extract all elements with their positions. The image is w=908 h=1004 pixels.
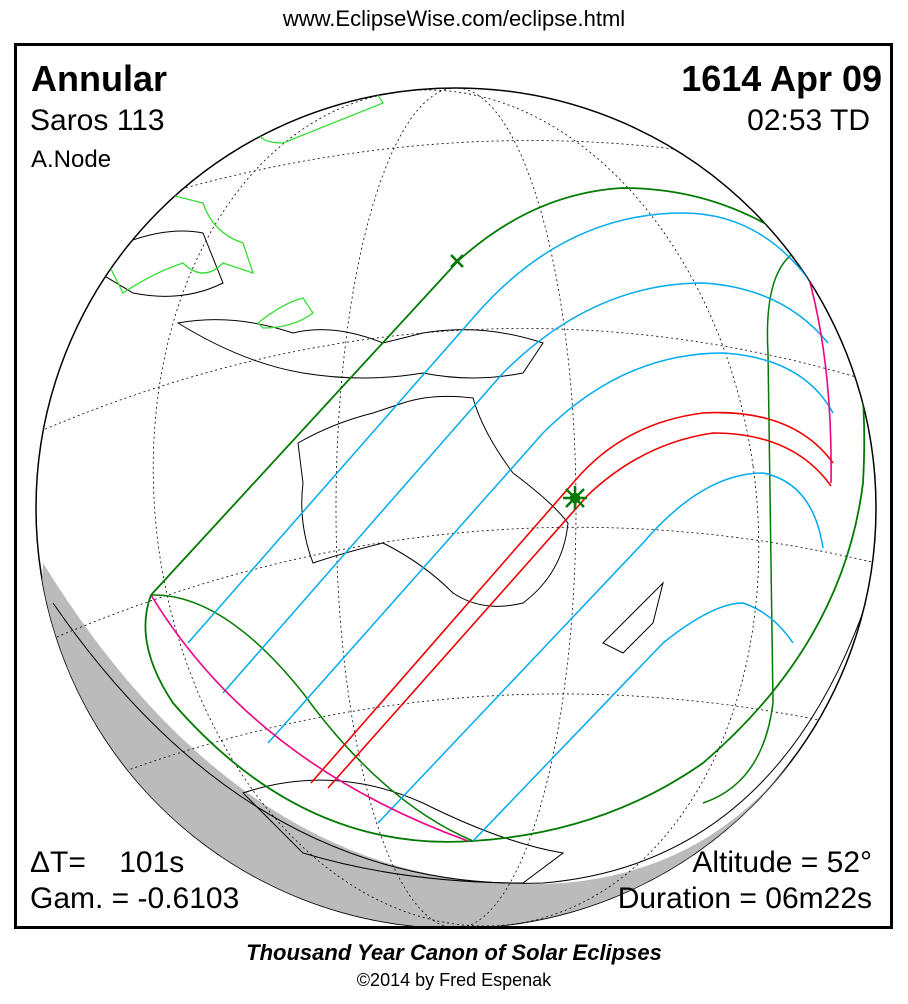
- eclipse-time: 02:53 TD: [747, 104, 870, 137]
- gamma: Gam. = -0.6103: [30, 882, 240, 915]
- delta-t: ΔT= 101s: [30, 846, 185, 879]
- node: A.Node: [31, 146, 112, 173]
- partial-isolines: [187, 212, 834, 842]
- globe: [35, 87, 877, 926]
- url-header: www.EclipseWise.com/eclipse.html: [282, 6, 626, 31]
- greatest-eclipse-marker: [563, 486, 587, 510]
- duration: Duration = 06m22s: [617, 882, 872, 915]
- saros: Saros 113: [30, 104, 165, 137]
- eclipse-map-frame: Annular Saros 113 A.Node 1614 Apr 09 02:…: [14, 43, 893, 929]
- footer-title: Thousand Year Canon of Solar Eclipses: [246, 940, 662, 965]
- rise-set-curves: [150, 257, 832, 842]
- globe-map: [35, 87, 877, 926]
- footer-copyright: ©2014 by Fred Espenak: [356, 970, 552, 990]
- first-contact-marker: [450, 254, 464, 268]
- penumbral-limits: [144, 187, 866, 843]
- central-path: [310, 411, 834, 789]
- altitude: Altitude = 52°: [692, 846, 872, 879]
- eclipse-date: 1614 Apr 09: [681, 58, 882, 99]
- eclipse-type: Annular: [31, 58, 168, 99]
